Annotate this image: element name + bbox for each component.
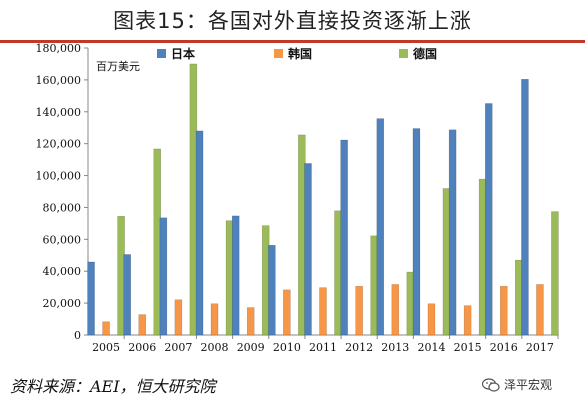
title-rule xyxy=(0,40,585,43)
bar-日本-2014 xyxy=(412,128,421,336)
bar-韩国-2012 xyxy=(355,285,363,336)
bar-日本-2012 xyxy=(340,139,348,336)
bar-韩国-2009 xyxy=(246,307,255,336)
bar-韩国-2014 xyxy=(427,303,436,336)
y-tick-label: 80,000 xyxy=(43,201,82,214)
watermark-text: 泽平宏观 xyxy=(504,378,553,392)
legend-label: 日本 xyxy=(171,46,195,61)
x-tick-label: 2011 xyxy=(309,341,337,354)
y-tick-label: 40,000 xyxy=(43,265,82,278)
bar-日本-2008 xyxy=(195,130,204,336)
chart-title: 图表15：各国对外直接投资逐渐上涨 xyxy=(113,9,472,33)
x-tick-label: 2015 xyxy=(454,341,482,354)
y-tick-label: 180,000 xyxy=(36,43,82,55)
bar-韩国-2017 xyxy=(536,284,544,336)
x-tick-label: 2008 xyxy=(201,341,229,354)
bar-日本-2015 xyxy=(448,129,457,336)
bar-日本-2006 xyxy=(123,254,131,336)
bar-chart: 0 20,000 40,000 60,000 80,000 100,000 120,000 1… xyxy=(36,43,559,354)
y-tick-label: 100,000 xyxy=(36,170,82,183)
y-tick-label: 160,000 xyxy=(36,74,82,87)
bar-韩国-2011 xyxy=(319,287,327,336)
bar-韩国-2013 xyxy=(391,284,400,336)
bar-韩国-2006 xyxy=(138,314,146,336)
bar-日本-2005 xyxy=(87,261,95,336)
bar-日本-2016 xyxy=(485,103,493,336)
wechat-icon xyxy=(482,377,500,392)
bar-日本-2011 xyxy=(304,163,312,336)
x-tick-label: 2007 xyxy=(164,341,192,354)
bar-德国-2017 xyxy=(551,211,559,336)
watermark: 泽平宏观 xyxy=(482,376,552,393)
bar-日本-2013 xyxy=(376,118,385,336)
bar-韩国-2015 xyxy=(463,305,472,336)
legend-swatch-日本 xyxy=(157,49,166,58)
x-tick-label: 2014 xyxy=(417,341,445,354)
bar-日本-2010 xyxy=(268,244,276,336)
y-tick-label: 140,000 xyxy=(36,106,82,119)
legend-label: 德国 xyxy=(413,46,437,61)
x-tick-label: 2006 xyxy=(128,341,156,354)
y-tick-label: 60,000 xyxy=(43,233,82,246)
x-tick-label: 2005 xyxy=(92,341,120,354)
bar-日本-2017 xyxy=(521,79,529,336)
bar-韩国-2016 xyxy=(500,285,508,336)
x-tick-label: 2016 xyxy=(490,341,518,354)
legend-label: 韩国 xyxy=(288,46,312,61)
title-bar: 图表15：各国对外直接投资逐渐上涨 xyxy=(0,0,585,40)
x-tick-label: 2017 xyxy=(526,341,554,354)
bar-韩国-2005 xyxy=(102,321,110,336)
y-tick-label: 20,000 xyxy=(43,297,82,310)
bar-日本-2007 xyxy=(159,217,168,336)
x-tick-label: 2012 xyxy=(345,341,373,354)
bar-韩国-2008 xyxy=(210,303,219,336)
bar-韩国-2010 xyxy=(283,289,291,336)
legend-swatch-韩国 xyxy=(274,49,283,58)
y-tick-label: 120,000 xyxy=(36,138,82,151)
y-tick-label: 0 xyxy=(74,329,81,342)
bar-韩国-2007 xyxy=(174,299,183,336)
bar-日本-2009 xyxy=(231,215,240,336)
x-tick-label: 2009 xyxy=(237,341,265,354)
x-tick-label: 2010 xyxy=(273,341,301,354)
unit-label: 百万美元 xyxy=(96,60,140,73)
source-note: 资料来源：AEI，恒大研究院 xyxy=(10,377,216,396)
x-tick-label: 2013 xyxy=(381,341,409,354)
legend-swatch-德国 xyxy=(399,49,408,58)
